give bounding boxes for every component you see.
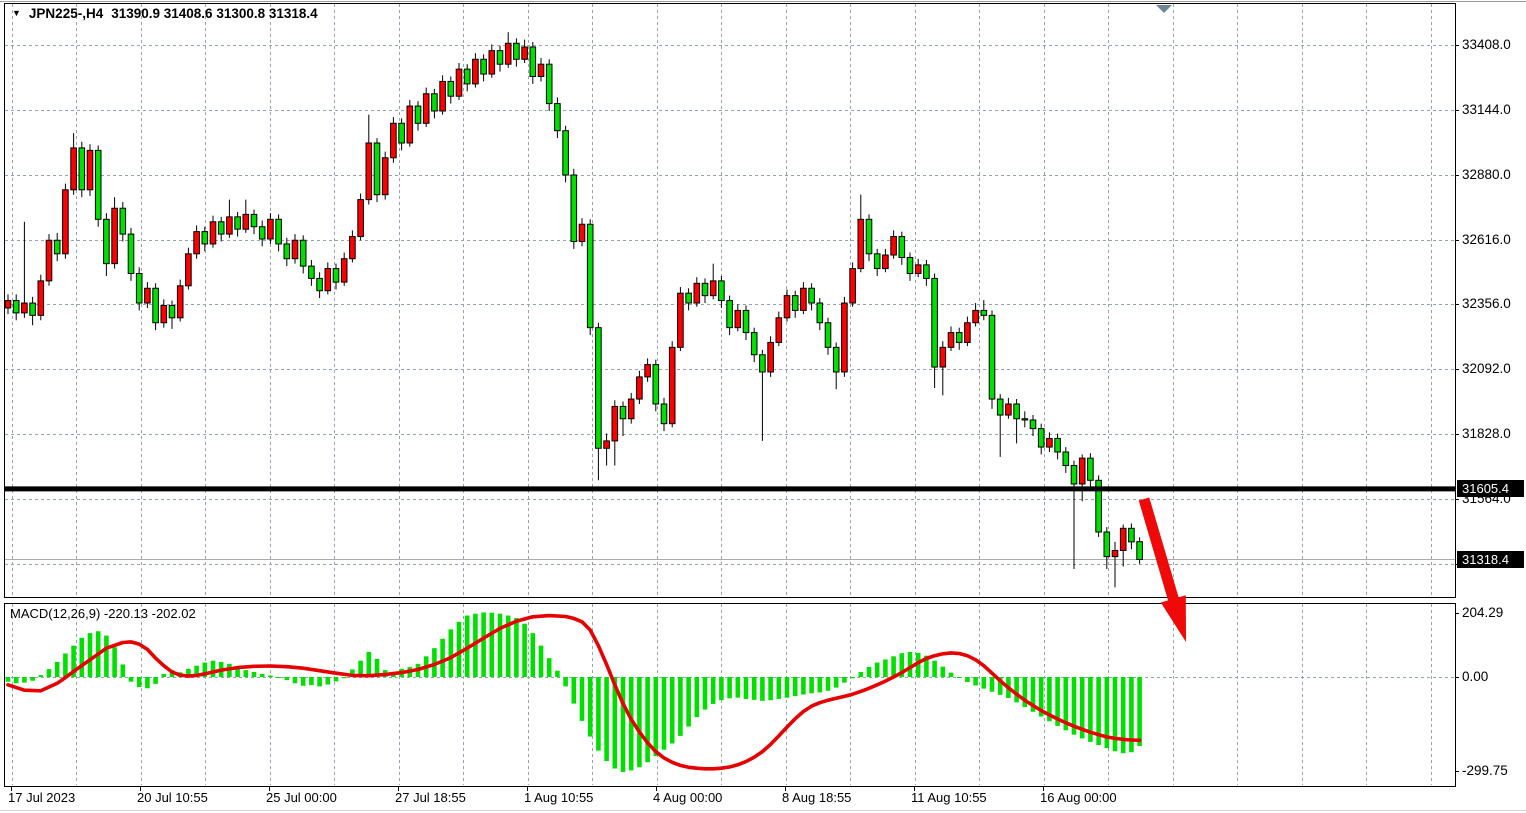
axis-ticks xyxy=(11,45,1459,791)
price-axis-label: 33144.0 xyxy=(1462,102,1511,117)
macd-indicator-label: MACD(12,26,9) -220.13 -202.02 xyxy=(10,606,196,621)
time-axis-label: 27 Jul 18:55 xyxy=(395,790,466,805)
chart-shift-marker[interactable] xyxy=(1156,5,1172,13)
time-axis-label: 25 Jul 00:00 xyxy=(266,790,337,805)
down-arrow-annotation[interactable] xyxy=(1138,497,1186,642)
time-axis-label: 8 Aug 18:55 xyxy=(782,790,852,805)
price-axis-label: 33408.0 xyxy=(1462,37,1511,52)
time-axis[interactable]: 17 Jul 2023 20 Jul 10:55 25 Jul 00:00 27 Ju… xyxy=(0,787,1456,809)
price-axis-label: 32616.0 xyxy=(1462,232,1511,247)
candles-series xyxy=(4,32,1143,588)
price-axis-label: 32880.0 xyxy=(1462,167,1511,182)
trendline-price-badge: 31605.4 xyxy=(1457,480,1524,498)
time-axis-label: 4 Aug 00:00 xyxy=(653,790,723,805)
price-axis-label: 32356.0 xyxy=(1462,296,1511,312)
macd-signal-line xyxy=(6,613,1142,771)
time-axis-label: 11 Aug 10:55 xyxy=(911,790,987,805)
price-axis-label: 32092.0 xyxy=(1462,361,1511,377)
symbol-period-label: JPN225-,H4 xyxy=(28,6,104,21)
chart-title-bar: ▼ JPN225-,H4 31390.9 31408.6 31300.8 313… xyxy=(12,6,318,21)
macd-axis-label: 0.00 xyxy=(1462,669,1489,684)
macd-histogram xyxy=(5,612,1142,772)
time-axis-label: 16 Aug 00:00 xyxy=(1040,790,1117,805)
price-axis-label: 31828.0 xyxy=(1462,426,1511,442)
price-axis[interactable]: 33408.0 33144.0 32880.0 32616.0 32356.0 32092… xyxy=(1456,0,1526,786)
time-axis-label: 1 Aug 10:55 xyxy=(524,790,594,805)
macd-axis-label: -299.75 xyxy=(1462,763,1508,778)
time-axis-label: 20 Jul 10:55 xyxy=(137,790,208,805)
bid-price-badge: 31318.4 xyxy=(1457,550,1524,568)
collapse-chart-icon[interactable]: ▼ xyxy=(12,7,21,18)
macd-axis-label: 204.29 xyxy=(1462,605,1504,620)
ohlc-values-label: 31390.9 31408.6 31300.8 31318.4 xyxy=(111,6,318,21)
time-axis-label: 17 Jul 2023 xyxy=(8,790,76,805)
